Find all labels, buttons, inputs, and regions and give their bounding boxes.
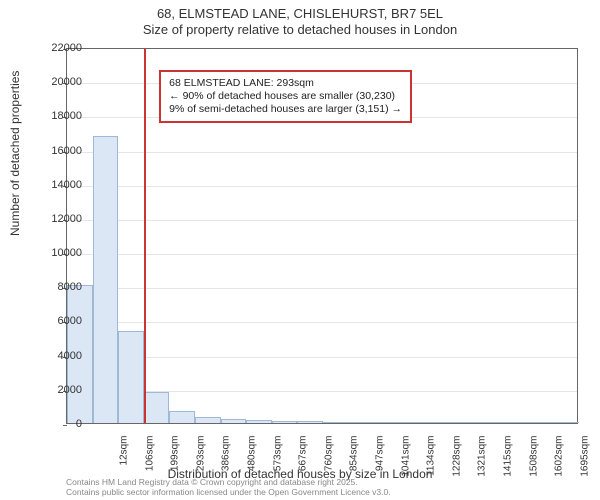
xtick-label: 293sqm [195,436,206,496]
xtick-label: 1041sqm [400,436,411,496]
histogram-bar [528,422,554,423]
histogram-bar [272,421,298,423]
ytick-label: 6000 [36,315,82,327]
histogram-bar [221,419,247,423]
xtick-label: 1134sqm [426,436,437,496]
xtick-label: 947sqm [375,436,386,496]
xtick-label: 1228sqm [451,436,462,496]
histogram-bar [374,422,400,423]
histogram-bar [502,422,528,423]
ytick-label: 22000 [36,42,82,54]
histogram-bar [323,422,349,423]
xtick-label: 1508sqm [528,436,539,496]
xtick-label: 1321sqm [477,436,488,496]
annotation-marker-line [144,49,146,423]
ytick-label: 2000 [36,384,82,396]
ytick-label: 10000 [36,247,82,259]
histogram-bar [118,331,144,423]
xtick-label: 573sqm [272,436,283,496]
xtick-label: 12sqm [119,436,130,496]
annotation-callout-box: 68 ELMSTEAD LANE: 293sqm← 90% of detache… [159,70,412,123]
chart-title-block: 68, ELMSTEAD LANE, CHISLEHURST, BR7 5EL … [0,0,600,39]
ytick-label: 0 [36,418,82,430]
histogram-bar [169,411,195,423]
ytick-label: 12000 [36,213,82,225]
histogram-bar [195,417,221,423]
ytick-label: 14000 [36,179,82,191]
ytick-label: 20000 [36,76,82,88]
ytick-label: 4000 [36,350,82,362]
xtick-label: 386sqm [221,436,232,496]
xtick-label: 106sqm [144,436,155,496]
xtick-label: 199sqm [170,436,181,496]
annotation-line-text: 9% of semi-detached houses are larger (3… [169,103,402,116]
title-line-2: Size of property relative to detached ho… [0,22,600,38]
title-line-1: 68, ELMSTEAD LANE, CHISLEHURST, BR7 5EL [0,6,600,22]
y-axis-label: Number of detached properties [8,71,22,236]
histogram-bar [553,422,579,423]
histogram-bar [400,422,426,423]
xtick-label: 1415sqm [503,436,514,496]
ytick-label: 16000 [36,145,82,157]
histogram-bar [93,136,119,423]
xtick-label: 667sqm [298,436,309,496]
histogram-bar [297,421,323,423]
chart-area: 68 ELMSTEAD LANE: 293sqm← 90% of detache… [66,48,578,424]
annotation-line-text: ← 90% of detached houses are smaller (30… [169,90,402,103]
ytick-label: 18000 [36,110,82,122]
xtick-label: 854sqm [349,436,360,496]
plot-area: 68 ELMSTEAD LANE: 293sqm← 90% of detache… [66,48,578,424]
histogram-bar [477,422,503,423]
histogram-bar [144,392,170,423]
ytick-label: 8000 [36,281,82,293]
xtick-label: 480sqm [247,436,258,496]
xtick-label: 1602sqm [554,436,565,496]
xtick-label: 760sqm [323,436,334,496]
xtick-label: 1695sqm [579,436,590,496]
histogram-bar [425,422,451,423]
histogram-bar [246,420,272,423]
histogram-bar [349,422,375,423]
histogram-bar [451,422,477,423]
annotation-line-text: 68 ELMSTEAD LANE: 293sqm [169,77,402,90]
